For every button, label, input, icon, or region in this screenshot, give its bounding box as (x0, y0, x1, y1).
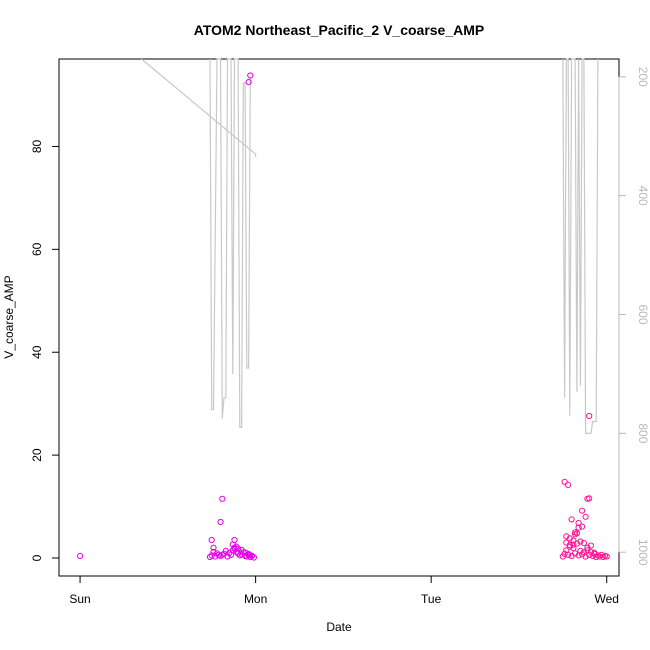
right-tick-label: 400 (636, 186, 650, 206)
y-tick-label: 60 (30, 242, 44, 256)
data-point (565, 481, 572, 488)
data-point (580, 540, 588, 547)
data-point (247, 72, 254, 79)
chart-title: ATOM2 Northeast_Pacific_2 V_coarse_AMP (194, 22, 485, 38)
y-axis-label: V_coarse_AMP (2, 275, 16, 358)
data-point (572, 529, 579, 536)
data-point (582, 513, 589, 520)
y-tick-label: 0 (30, 554, 44, 561)
y-tick-label: 80 (30, 139, 44, 153)
data-point (577, 538, 584, 545)
data-point (603, 553, 610, 560)
right-tick-label: 800 (636, 423, 650, 443)
data-point (575, 524, 582, 531)
data-point (219, 551, 226, 559)
data-point (235, 550, 242, 557)
data-points (77, 72, 610, 561)
depth-segment-2 (562, 58, 599, 434)
data-point (235, 545, 242, 552)
data-point (586, 495, 593, 502)
data-point (587, 542, 595, 549)
data-point (222, 547, 229, 554)
data-point (572, 531, 579, 538)
data-point (208, 552, 215, 559)
data-point (210, 548, 217, 555)
data-point (231, 545, 238, 552)
x-tick-label: Wed (594, 592, 618, 606)
data-point (570, 537, 577, 544)
data-point (219, 495, 226, 502)
data-point (577, 547, 584, 554)
plot-area (58, 58, 620, 577)
data-point (245, 79, 252, 86)
data-point (231, 536, 238, 544)
data-point (579, 507, 586, 514)
data-point (563, 533, 570, 540)
x-tick-label: Sun (69, 592, 90, 606)
right-tick-label: 1000 (636, 539, 650, 566)
data-point (565, 551, 572, 559)
data-point (570, 541, 577, 548)
data-point (561, 550, 568, 558)
x-axis-label: Date (326, 620, 352, 634)
data-point (584, 547, 591, 554)
data-point (210, 544, 217, 551)
y-axis: 0 20 40 60 80 (30, 139, 60, 561)
data-point (570, 545, 577, 552)
depth-segment-1 (209, 58, 251, 428)
y-tick-label: 40 (30, 345, 44, 359)
data-point (245, 550, 252, 558)
data-point (77, 552, 84, 560)
data-point (579, 523, 586, 530)
data-point (568, 516, 575, 523)
y-tick-label: 20 (30, 448, 44, 462)
data-point (561, 478, 568, 485)
right-axis: 200 400 600 800 1000 (618, 67, 650, 566)
data-point (247, 552, 254, 559)
right-tick-label: 200 (636, 67, 650, 87)
data-point (208, 536, 215, 544)
data-point (591, 549, 598, 557)
x-tick-label: Mon (244, 592, 267, 606)
x-axis: Sun Mon Tue Wed (69, 575, 619, 606)
data-point (238, 546, 245, 553)
data-point (217, 518, 224, 526)
x-tick-label: Tue (421, 592, 442, 606)
right-tick-label: 600 (636, 305, 650, 325)
data-point (586, 412, 593, 420)
data-point (582, 553, 589, 560)
depth-segment-0 (141, 58, 257, 158)
data-point (233, 543, 240, 550)
data-point (566, 542, 573, 549)
depth-line (141, 58, 599, 434)
data-point (575, 519, 582, 527)
